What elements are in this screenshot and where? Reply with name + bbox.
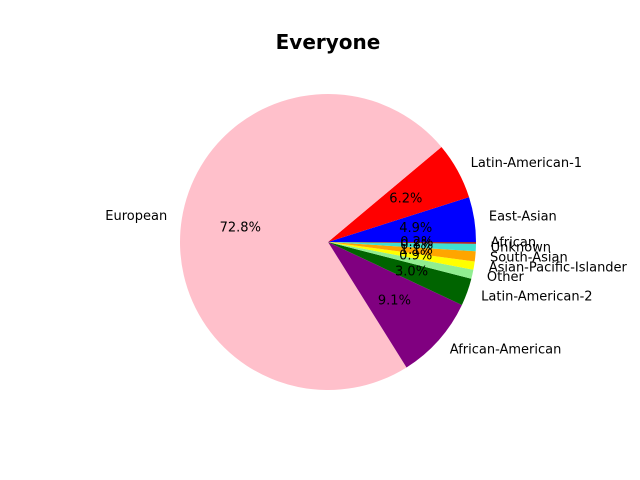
pie-slice-east-asian [328, 197, 476, 242]
pie-slice-latin-american-1 [328, 146, 470, 242]
slice-label-other: Other [487, 270, 525, 285]
slice-percent-african-american: 9.1% [378, 293, 411, 308]
pie-percent-labels: 4.9% 6.2% 72.8% 9.1% 3.0%0.9%1.1%0.8%0.2% [220, 192, 434, 309]
pie-slice-asian-pacific-islander [328, 242, 475, 270]
pie-slice-other [328, 242, 474, 279]
slice-percent-european: 72.8% [220, 221, 261, 236]
pie-slice-south-asian [328, 242, 476, 262]
pie-slices [180, 94, 476, 391]
slice-percent-asian-pacific-islander: 0.9% [399, 249, 432, 264]
slice-percent-latin-american-2: 3.0% [395, 265, 428, 280]
slice-label-african-american: African-American [450, 343, 562, 358]
slice-percent-south-asian: 1.1% [400, 243, 433, 258]
slice-percent-african: 0.2% [400, 235, 433, 250]
pie-slice-african [328, 242, 476, 244]
slice-label-east-asian: East-Asian [489, 210, 557, 225]
pie-slice-latin-american-2 [328, 242, 472, 306]
slice-label-latin-american-2: Latin-American-2 [481, 290, 592, 305]
slice-label-asian-pacific-islander: Asian-Pacific-Islander [489, 260, 628, 275]
slice-label-european: European [105, 209, 167, 224]
slice-label-unknown: Unknown [491, 241, 551, 256]
slice-label-african: African [491, 236, 536, 251]
pie-slice-african-american [328, 242, 462, 368]
pie-labels: East-Asian Latin-American-1 European Africa… [105, 156, 627, 357]
chart-title: Everyone [276, 30, 381, 54]
slice-label-latin-american-1: Latin-American-1 [471, 156, 582, 171]
slice-percent-unknown: 0.8% [400, 238, 433, 253]
slice-percent-latin-american-1: 6.2% [389, 192, 422, 207]
pie-slice-european [180, 94, 442, 391]
slice-percent-east-asian: 4.9% [399, 221, 432, 236]
slice-label-south-asian: South-Asian [490, 250, 568, 265]
pie-slice-unknown [328, 242, 476, 252]
